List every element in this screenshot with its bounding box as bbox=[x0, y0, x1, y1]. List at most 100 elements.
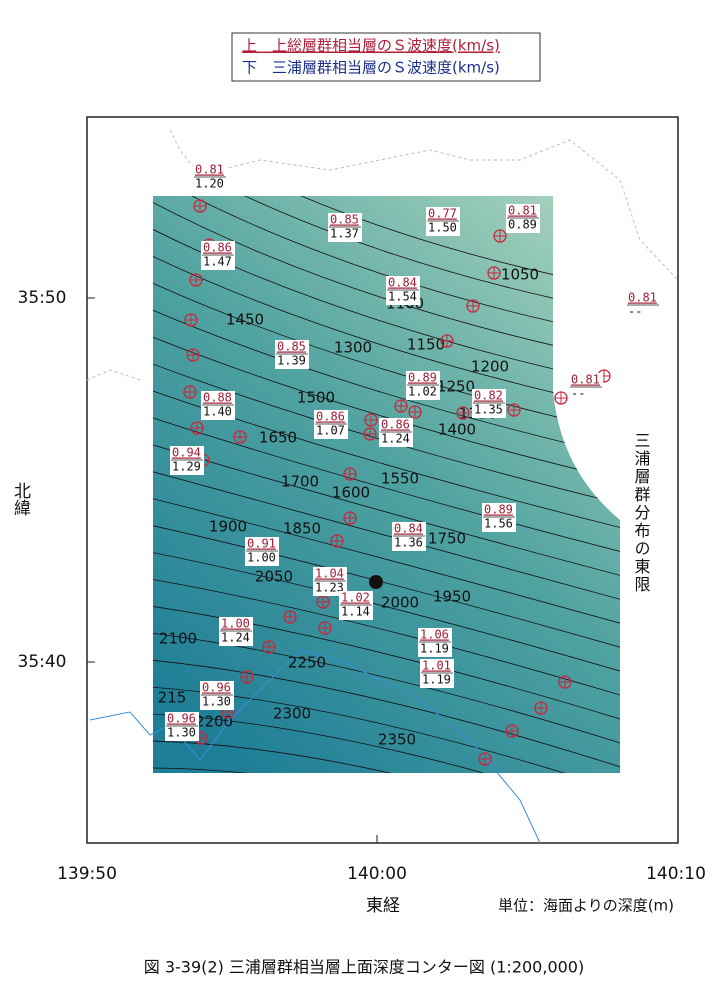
station-marker-cross bbox=[479, 753, 491, 765]
station-label-box bbox=[406, 371, 440, 400]
lower-velocity: 1.50 bbox=[428, 221, 457, 235]
station-marker-cross bbox=[319, 622, 331, 634]
y-tick-label: 35:40 bbox=[18, 652, 67, 672]
station-marker-cross bbox=[555, 392, 567, 404]
upper-velocity: 0.89 bbox=[408, 371, 437, 385]
contour-label: 1150 bbox=[407, 336, 445, 354]
station-marker-cross bbox=[191, 422, 203, 434]
contour-label: 1650 bbox=[259, 429, 297, 447]
station-label-box bbox=[506, 204, 540, 233]
station-label-box bbox=[472, 389, 506, 418]
contour-line bbox=[153, 335, 620, 483]
lower-velocity: 1.02 bbox=[408, 385, 437, 399]
contour-label: 215 bbox=[158, 689, 187, 707]
station-marker-cross bbox=[184, 386, 196, 398]
station-marker-cross bbox=[190, 274, 202, 286]
station-marker-cross bbox=[494, 230, 506, 242]
contour-label: 2300 bbox=[273, 705, 311, 723]
coastline bbox=[89, 649, 541, 844]
upper-velocity: 0.91 bbox=[247, 537, 276, 551]
station-label-box bbox=[219, 617, 253, 646]
contour-line bbox=[153, 659, 620, 771]
station-marker-cross bbox=[365, 414, 377, 426]
contour-label: 1700 bbox=[281, 473, 319, 491]
contour-line bbox=[153, 578, 620, 699]
station-marker-cross bbox=[194, 200, 206, 212]
station-marker-cross bbox=[344, 512, 356, 524]
contour-line bbox=[153, 281, 620, 435]
station-marker-cross bbox=[488, 267, 500, 279]
upper-velocity: 1.02 bbox=[341, 591, 370, 605]
lower-velocity: -- bbox=[628, 305, 642, 319]
contour-label: 1250 bbox=[437, 378, 475, 396]
station-label-box bbox=[193, 163, 227, 192]
lower-velocity: 1.14 bbox=[341, 605, 370, 619]
lower-velocity: 1.54 bbox=[388, 290, 417, 304]
lower-velocity: 1.24 bbox=[381, 432, 410, 446]
station-label-box bbox=[245, 537, 279, 566]
station-marker-cross bbox=[185, 314, 197, 326]
station-label-box bbox=[201, 241, 235, 270]
station-label-box bbox=[200, 681, 234, 710]
reference-point bbox=[369, 575, 383, 589]
contour-label: 1850 bbox=[283, 520, 321, 538]
lower-velocity: 1.30 bbox=[167, 726, 196, 740]
lower-velocity: 1.30 bbox=[202, 695, 231, 709]
lower-velocity: -- bbox=[571, 387, 585, 401]
station-marker-cross bbox=[263, 641, 275, 653]
upper-velocity: 0.82 bbox=[474, 389, 503, 403]
station-marker-cross bbox=[409, 406, 421, 418]
upper-velocity: 1.01 bbox=[422, 659, 451, 673]
lower-velocity: 1.20 bbox=[195, 177, 224, 191]
contour-line bbox=[153, 416, 620, 555]
contour-label: 1750 bbox=[428, 530, 466, 548]
lower-velocity: 1.29 bbox=[172, 460, 201, 474]
station-label-box bbox=[339, 591, 373, 620]
upper-velocity: 0.96 bbox=[202, 681, 231, 695]
contour-line bbox=[153, 443, 620, 579]
upper-velocity: 1.04 bbox=[315, 567, 344, 581]
y-axis-label: 北緯 bbox=[10, 482, 31, 516]
contour-label: 1050 bbox=[501, 266, 539, 284]
lower-velocity: 1.19 bbox=[420, 642, 449, 656]
x-tick-label: 139:50 bbox=[57, 864, 117, 884]
upper-velocity: 0.84 bbox=[388, 276, 417, 290]
upper-velocity: 0.96 bbox=[167, 712, 196, 726]
station-marker-cross bbox=[344, 468, 356, 480]
station-marker-cross bbox=[241, 671, 253, 683]
station-marker-cross bbox=[187, 349, 199, 361]
distribution-area bbox=[153, 196, 620, 773]
lower-velocity: 1.56 bbox=[484, 517, 513, 531]
contour-label: 2000 bbox=[381, 594, 419, 612]
station-marker-cross bbox=[331, 535, 343, 547]
station-label-box bbox=[420, 659, 454, 688]
east-limit-annotation: 三浦層群分布の東限 bbox=[632, 432, 651, 594]
upper-velocity: 1.06 bbox=[420, 628, 449, 642]
upper-velocity: 0.81 bbox=[571, 373, 600, 387]
contour-line bbox=[153, 497, 620, 627]
station-marker-cross bbox=[506, 725, 518, 737]
contour-label: 1550 bbox=[381, 470, 419, 488]
lower-velocity: 1.40 bbox=[203, 405, 232, 419]
y-tick-label: 35:50 bbox=[18, 288, 67, 308]
contour-label: 2050 bbox=[255, 568, 293, 586]
lower-velocity: 1.00 bbox=[247, 551, 276, 565]
station-label-box bbox=[170, 446, 204, 475]
upper-velocity: 0.85 bbox=[330, 213, 359, 227]
lower-velocity: 0.89 bbox=[508, 218, 537, 232]
contour-label: 1950 bbox=[433, 588, 471, 606]
contour-line bbox=[153, 605, 620, 723]
legend-upper: 上 上総層群相当層のＳ波速度(km/s) bbox=[242, 37, 500, 55]
station-label-box bbox=[201, 391, 235, 420]
station-marker-cross bbox=[395, 400, 407, 412]
upper-velocity: 0.86 bbox=[316, 410, 345, 424]
upper-velocity: 0.85 bbox=[277, 340, 306, 354]
legend-lower: 下 三浦層群相当層のＳ波速度(km/s) bbox=[242, 59, 500, 77]
station-marker-cross bbox=[508, 404, 520, 416]
legend-box bbox=[231, 32, 541, 82]
lower-velocity: 1.19 bbox=[422, 673, 451, 687]
x-tick-label: 140:00 bbox=[347, 864, 407, 884]
lower-velocity: 1.39 bbox=[277, 354, 306, 368]
